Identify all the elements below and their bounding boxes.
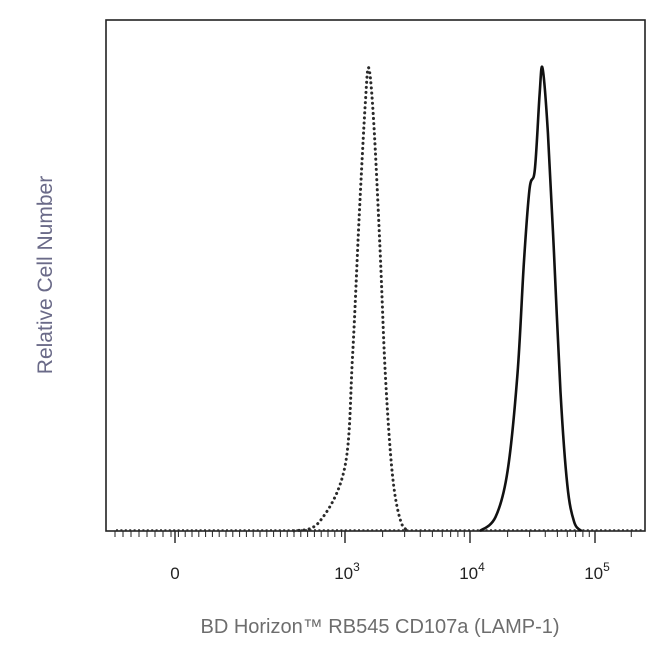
x-tick-label: 103 [334,560,360,583]
x-minor-ticks [114,531,632,537]
solid-histogram-series [479,65,583,533]
dotted-histogram-series [292,66,412,533]
x-major-ticks [174,531,596,543]
x-tick-label: 104 [459,560,485,583]
x-tick-labels: 0 103 104 105 [170,560,610,583]
x-tick-label: 105 [584,560,610,583]
x-axis-label: BD Horizon™ RB545 CD107a (LAMP-1) [200,616,559,638]
plot-frame [105,19,646,532]
y-axis-label: Relative Cell Number [34,176,57,374]
x-tick-label: 0 [170,564,179,583]
series-layer [116,65,643,533]
